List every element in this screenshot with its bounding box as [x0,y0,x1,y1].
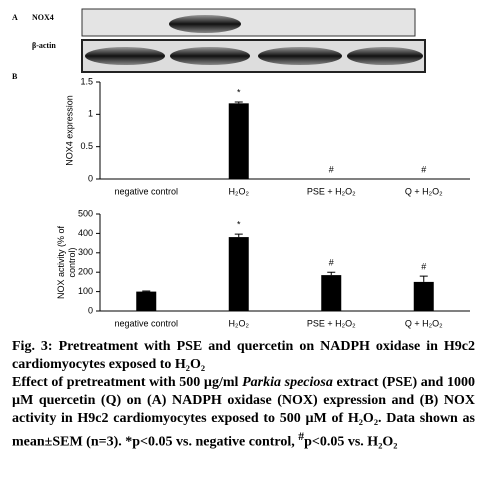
blot-band [85,47,165,65]
error-bar [419,275,428,282]
bar [321,275,342,311]
caption-text: extract (PSE) and 1000 µM quercetin (Q) … [12,375,475,450]
caption-sup: # [298,430,305,443]
blot-band [170,47,250,65]
y-tick-label: 100 [78,286,93,296]
x-tick-label: Q + H₂O₂ [405,186,443,196]
caption-body: Effect of pretreatment with 500 µg/ml Pa… [12,374,475,452]
caption-text: p<0.05 vs. H₂O₂ [304,434,398,450]
bar [228,237,249,311]
caption-text: Effect of pretreatment with 500 µg/ml [12,375,243,390]
error-bar [234,233,243,238]
annotation: * [237,220,241,230]
annotation: # [329,258,334,268]
error-bar [142,290,151,292]
y-tick-label: 1 [88,109,93,119]
panel-label: B [12,72,18,81]
error-bar [234,101,243,104]
error-bar [327,271,336,276]
bar [136,291,157,311]
x-tick-label: negative control [114,186,178,196]
annotation: * [237,87,241,97]
panel-label: A [12,13,18,22]
y-tick-label: 0.5 [80,141,93,151]
y-axis-label-line: NOX activity (% of [56,225,66,299]
blot-label: β-actin [32,41,56,50]
x-tick-label: H₂O₂ [229,318,250,328]
y-tick-label: 0 [88,305,93,315]
annotation: # [329,164,334,174]
x-tick-label: H₂O₂ [229,186,250,196]
y-tick-label: 1.5 [80,76,93,86]
figure: A NOX4 β-actin B 0 0.5 1 1.5 NOX4 expression… [12,8,470,328]
blot-band [169,15,241,33]
y-axis-label: NOX activity (% ofcontrol) [56,225,77,299]
y-tick-label: 200 [78,267,93,277]
blot-frame [81,8,416,37]
blot-band [258,47,342,65]
y-tick-label: 300 [78,247,93,257]
y-axis-label: NOX4 expression [64,95,74,166]
annotation: # [421,164,426,174]
caption-italic: Parkia speciosa [242,375,333,390]
y-axis-label-line: control) [67,247,77,277]
y-tick-label: 500 [78,208,93,218]
blot-band [347,47,423,65]
annotation: # [421,261,426,271]
x-tick-label: negative control [114,318,178,328]
y-tick-label: 400 [78,228,93,238]
blot-label: NOX4 [32,13,54,22]
x-tick-label: PSE + H₂O₂ [307,186,356,196]
y-tick-label: 0 [88,173,93,183]
bar [413,281,434,311]
caption: Fig. 3: Pretreatment with PSE and querce… [12,338,475,452]
bar [228,103,249,179]
x-tick-label: Q + H₂O₂ [405,318,443,328]
x-tick-label: PSE + H₂O₂ [307,318,356,328]
caption-title: Fig. 3: Pretreatment with PSE and querce… [12,339,475,372]
